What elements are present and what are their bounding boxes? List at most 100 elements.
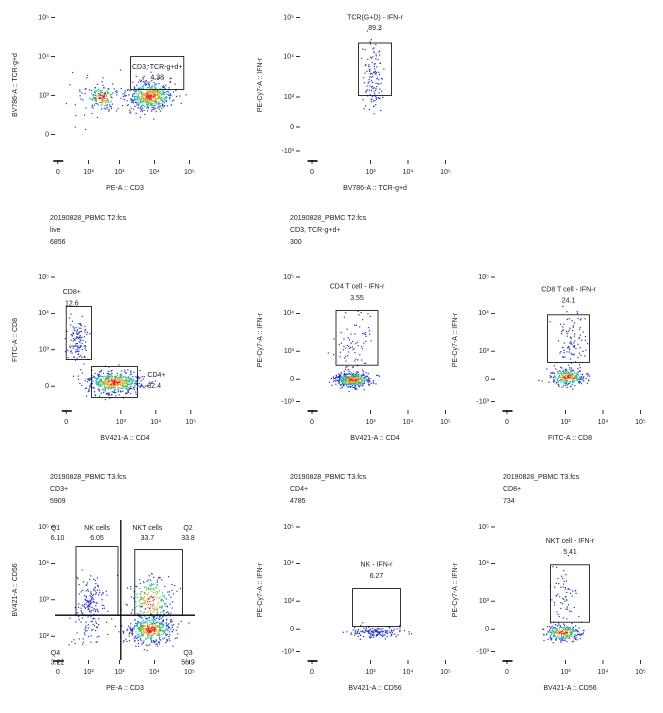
event-dot bbox=[169, 603, 171, 605]
event-dot bbox=[142, 95, 144, 97]
event-dot bbox=[163, 637, 165, 639]
x-axis-label: BV421-A :: CD56 bbox=[348, 685, 401, 692]
event-dot bbox=[553, 372, 555, 374]
event-dot bbox=[379, 88, 381, 90]
gate bbox=[352, 588, 401, 627]
event-dot bbox=[135, 75, 137, 78]
event-dot bbox=[110, 387, 113, 389]
event-dot bbox=[83, 336, 85, 338]
event-dot bbox=[125, 393, 127, 395]
event-dot bbox=[563, 323, 565, 325]
event-dot bbox=[134, 87, 136, 89]
event-dot bbox=[136, 95, 138, 98]
event-dot bbox=[556, 566, 558, 569]
event-dot bbox=[152, 619, 154, 621]
event-dot bbox=[150, 631, 153, 633]
event-dot bbox=[93, 588, 95, 590]
event-dot bbox=[153, 596, 156, 598]
event-dot bbox=[152, 635, 154, 637]
event-dot bbox=[142, 101, 144, 103]
event-dot bbox=[140, 623, 142, 625]
event-dot bbox=[573, 637, 575, 639]
event-dot bbox=[102, 93, 105, 95]
event-dot bbox=[149, 99, 151, 101]
file-header: 734 bbox=[503, 498, 515, 505]
event-dot bbox=[365, 627, 367, 629]
event-dot bbox=[123, 382, 126, 384]
event-dot bbox=[354, 351, 356, 354]
event-dot bbox=[558, 372, 560, 374]
event-dot bbox=[151, 91, 153, 94]
x-tick-label: 0 bbox=[310, 419, 314, 426]
event-dot bbox=[155, 87, 157, 89]
event-dot bbox=[92, 623, 94, 625]
event-dot bbox=[131, 381, 133, 383]
event-dot bbox=[100, 381, 103, 383]
event-dot bbox=[562, 379, 564, 381]
event-dot bbox=[82, 641, 84, 643]
event-dot bbox=[124, 380, 126, 383]
event-dot bbox=[357, 381, 360, 383]
event-dot bbox=[131, 383, 133, 385]
event-dot bbox=[146, 89, 148, 91]
event-dot bbox=[85, 349, 87, 352]
event-dot bbox=[374, 63, 376, 65]
event-dot bbox=[148, 617, 150, 619]
event-dot bbox=[351, 346, 353, 348]
y-tick-label: 10⁴ bbox=[38, 560, 49, 567]
event-dot bbox=[79, 345, 82, 347]
event-dot bbox=[358, 378, 361, 380]
event-dot bbox=[150, 628, 152, 630]
event-dot bbox=[370, 80, 373, 82]
event-dot bbox=[89, 377, 91, 379]
event-dot bbox=[133, 97, 135, 99]
event-dot bbox=[565, 608, 567, 610]
event-dot bbox=[94, 394, 97, 397]
event-dot bbox=[126, 628, 129, 630]
event-dot bbox=[105, 387, 107, 389]
event-dot bbox=[120, 383, 122, 385]
event-dot bbox=[88, 379, 90, 382]
event-dot bbox=[355, 380, 358, 382]
event-dot bbox=[152, 628, 155, 631]
y-axis-label: PE-Cy7-A :: IFN-r bbox=[257, 312, 264, 367]
event-dot bbox=[366, 70, 368, 72]
event-dot bbox=[72, 347, 74, 349]
event-dot bbox=[579, 334, 581, 336]
event-dot bbox=[114, 625, 117, 628]
event-dot bbox=[373, 382, 375, 385]
event-dot bbox=[362, 371, 365, 373]
x-tick-label: 10⁵ bbox=[440, 669, 451, 676]
event-dot bbox=[169, 81, 172, 83]
event-dot bbox=[356, 379, 358, 381]
event-dot bbox=[574, 636, 576, 638]
event-dot bbox=[345, 377, 347, 379]
event-dot bbox=[130, 623, 132, 625]
event-dot bbox=[138, 100, 140, 102]
gate-name: Q2 bbox=[183, 525, 192, 532]
event-dot bbox=[137, 633, 139, 635]
event-dot bbox=[570, 337, 572, 339]
event-dot bbox=[90, 98, 92, 100]
event-dot bbox=[133, 637, 135, 639]
event-dot bbox=[345, 384, 348, 386]
event-dot bbox=[162, 615, 164, 617]
event-dot bbox=[149, 95, 151, 97]
event-dot bbox=[357, 377, 359, 379]
event-dot bbox=[149, 630, 151, 632]
event-dot bbox=[135, 383, 138, 385]
event-dot bbox=[129, 626, 131, 628]
event-dot bbox=[371, 95, 374, 98]
event-dot bbox=[132, 379, 134, 381]
event-dot bbox=[561, 630, 563, 633]
event-dot bbox=[110, 106, 112, 108]
event-dot bbox=[133, 99, 136, 101]
event-dot bbox=[93, 94, 95, 96]
event-dot bbox=[348, 390, 350, 393]
event-dot bbox=[153, 92, 155, 94]
event-dot bbox=[145, 638, 147, 641]
event-dot bbox=[346, 328, 348, 330]
event-dot bbox=[102, 77, 104, 79]
event-dot bbox=[559, 630, 561, 632]
event-dot bbox=[129, 379, 131, 381]
